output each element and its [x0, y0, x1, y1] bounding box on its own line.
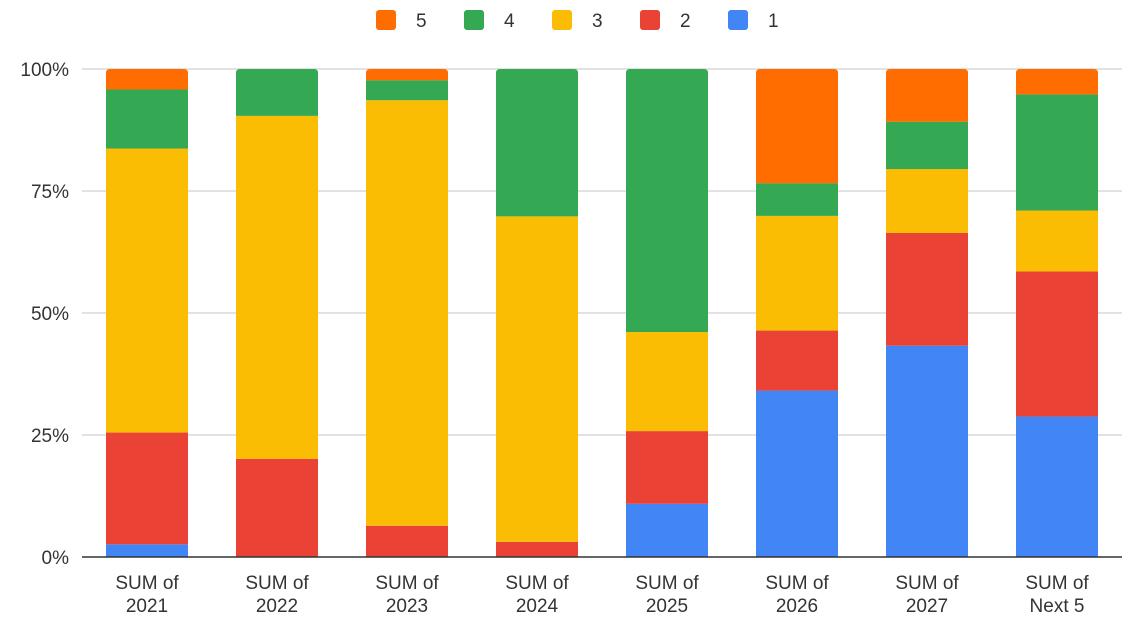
x-axis: SUM of 2021 SUM of 2022 SUM of 2023 SUM of 2024…	[82, 556, 1122, 617]
bar-segment-series-3	[886, 169, 968, 233]
bar-group	[106, 69, 188, 557]
legend-swatch	[728, 10, 748, 30]
legend-swatch	[640, 10, 660, 30]
bar-segment-series-5	[366, 69, 448, 81]
bar-segment-series-4	[366, 80, 448, 101]
legend-label: 1	[768, 11, 779, 32]
bar-segment-series-2	[626, 431, 708, 504]
bar-segment-series-1	[106, 544, 188, 557]
bar-segment-series-5	[1016, 69, 1098, 95]
bar-group	[1016, 69, 1098, 557]
bar-segment-series-4	[626, 69, 708, 333]
bar-segment-series-3	[366, 100, 448, 526]
y-tick-label: 75%	[31, 182, 69, 203]
bar-segment-series-2	[1016, 271, 1098, 417]
bar-segment-series-2	[886, 232, 968, 346]
bar-segment-series-3	[236, 115, 318, 459]
bar-segment-series-1	[1016, 416, 1098, 557]
legend-swatch	[376, 10, 396, 30]
legend-label: 3	[592, 11, 603, 32]
bar-segment-series-2	[236, 458, 318, 557]
x-tick-label: SUM of 2024	[505, 573, 569, 617]
bars	[106, 69, 1098, 557]
legend-swatch	[464, 10, 484, 30]
x-tick-label: SUM of 2021	[115, 573, 179, 617]
bar-segment-series-4	[496, 69, 578, 217]
legend-item-5: 5	[376, 10, 427, 32]
bar-segment-series-2	[756, 330, 838, 391]
y-tick-label: 50%	[31, 304, 69, 325]
x-tick-label: SUM of 2023	[375, 573, 439, 617]
bar-segment-series-3	[756, 215, 838, 331]
bar-group	[496, 69, 578, 557]
legend-item-3: 3	[552, 10, 603, 32]
legend-item-1: 1	[728, 10, 779, 32]
y-tick-label: 0%	[42, 548, 70, 569]
bar-segment-series-3	[626, 332, 708, 432]
bar-group	[756, 69, 838, 557]
bar-segment-series-4	[886, 121, 968, 170]
bar-segment-series-4	[236, 69, 318, 116]
bar-segment-series-3	[496, 216, 578, 542]
legend: 5 4 3 2 1	[376, 10, 779, 32]
bar-segment-series-5	[106, 69, 188, 90]
y-tick-label: 25%	[31, 426, 69, 447]
bar-segment-series-5	[886, 69, 968, 122]
x-tick-label: SUM of 2027	[895, 573, 959, 617]
bar-group	[626, 69, 708, 557]
bar-segment-series-1	[886, 345, 968, 557]
legend-item-2: 2	[640, 10, 691, 32]
x-tick-label: SUM of 2022	[245, 573, 309, 617]
bar-segment-series-3	[1016, 210, 1098, 272]
y-axis: 0% 25% 50% 75% 100%	[20, 60, 69, 569]
bar-segment-series-5	[756, 69, 838, 184]
bar-segment-series-4	[106, 89, 188, 149]
bar-segment-series-1	[756, 390, 838, 557]
bar-segment-series-4	[1016, 94, 1098, 211]
bar-segment-series-2	[496, 541, 578, 557]
legend-item-4: 4	[464, 10, 515, 32]
legend-label: 4	[504, 11, 515, 32]
bar-group	[886, 69, 968, 557]
bar-segment-series-3	[106, 148, 188, 433]
legend-swatch	[552, 10, 572, 30]
x-tick-label: SUM of Next 5	[1025, 573, 1089, 617]
x-tick-label: SUM of 2025	[635, 573, 699, 617]
bar-segment-series-2	[106, 432, 188, 545]
y-tick-label: 100%	[20, 60, 69, 81]
bar-segment-series-4	[756, 183, 838, 216]
x-tick-label: SUM of 2026	[765, 573, 829, 617]
legend-label: 5	[416, 11, 427, 32]
legend-label: 2	[680, 11, 691, 32]
bar-segment-series-1	[626, 503, 708, 557]
bar-segment-series-2	[366, 525, 448, 557]
bar-group	[366, 69, 448, 557]
bar-group	[236, 69, 318, 557]
